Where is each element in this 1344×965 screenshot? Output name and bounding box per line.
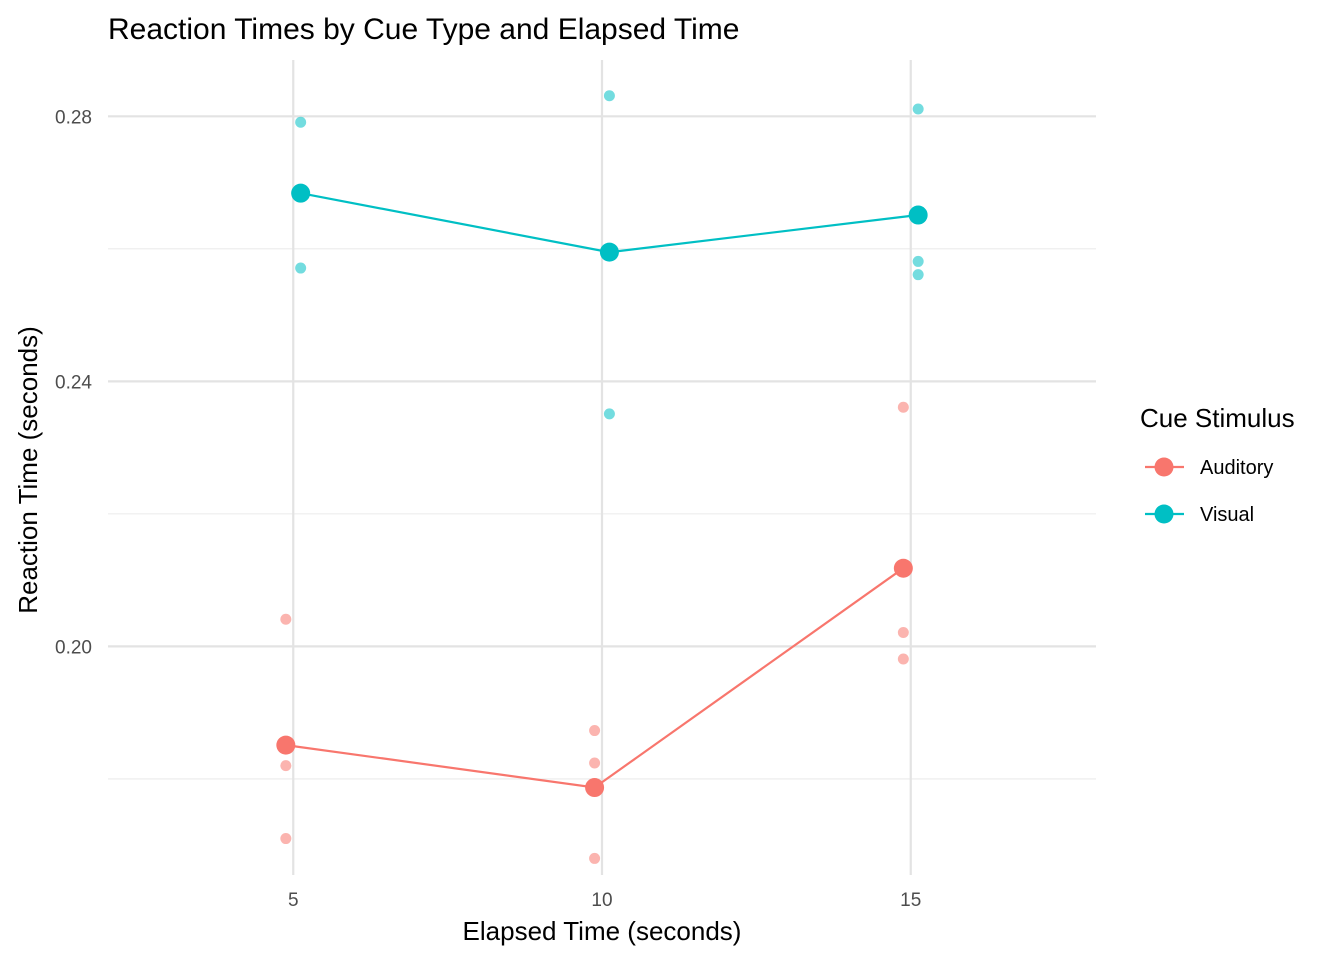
- grid-layer: [108, 60, 1096, 875]
- series-visual: [291, 90, 928, 420]
- legend-item-auditory: Auditory: [1145, 457, 1273, 479]
- observation-point: [912, 255, 924, 267]
- observation-point: [912, 103, 924, 115]
- observation-point: [589, 757, 601, 769]
- tick-labels: 5 10 15 0.20 0.24 0.28: [55, 107, 921, 911]
- y-tick-label: 0.24: [55, 372, 92, 393]
- mean-point: [893, 558, 913, 578]
- legend-item-visual: Visual: [1145, 504, 1254, 526]
- mean-point: [276, 735, 296, 755]
- mean-point: [599, 242, 619, 262]
- x-axis-title: Elapsed Time (seconds): [463, 916, 742, 946]
- chart-title: Reaction Times by Cue Type and Elapsed T…: [108, 13, 739, 46]
- legend-title: Cue Stimulus: [1140, 403, 1295, 433]
- observation-point: [280, 833, 292, 845]
- mean-point: [585, 778, 605, 798]
- legend-items: Auditory Visual: [1145, 457, 1273, 526]
- y-axis-title: Reaction Time (seconds): [13, 326, 43, 614]
- observation-point: [295, 116, 307, 128]
- observation-point: [589, 725, 601, 737]
- observation-point: [603, 90, 615, 102]
- legend-marker: [1154, 457, 1174, 477]
- y-tick-label: 0.28: [55, 107, 92, 128]
- y-tick-label: 0.20: [55, 637, 92, 658]
- observation-point: [897, 653, 909, 665]
- observation-point: [897, 401, 909, 413]
- legend-label: Auditory: [1200, 457, 1273, 479]
- observation-point: [897, 626, 909, 638]
- mean-point: [291, 183, 311, 203]
- legend-label: Visual: [1200, 504, 1254, 526]
- observation-point: [280, 613, 292, 625]
- observation-point: [912, 269, 924, 281]
- x-tick-label: 10: [591, 890, 612, 911]
- observation-point: [295, 262, 307, 274]
- x-tick-label: 5: [288, 890, 299, 911]
- series-auditory: [276, 401, 913, 864]
- legend: Cue Stimulus Auditory Visual: [1140, 403, 1295, 526]
- series-layer: [276, 90, 928, 864]
- observation-point: [603, 408, 615, 420]
- observation-point: [589, 852, 601, 864]
- legend-marker: [1154, 504, 1174, 524]
- x-tick-label: 15: [900, 890, 921, 911]
- observation-point: [280, 760, 292, 772]
- mean-point: [908, 205, 928, 225]
- mean-line: [285, 567, 904, 789]
